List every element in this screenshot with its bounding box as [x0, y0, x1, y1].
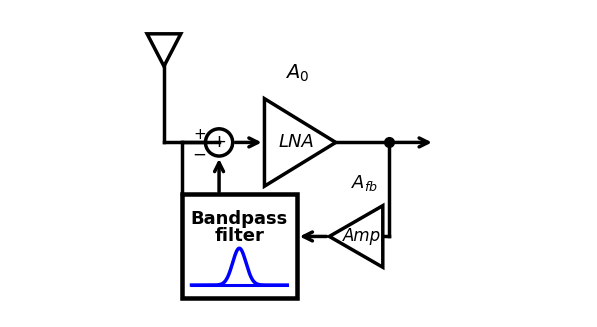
Text: $A_{fb}$: $A_{fb}$ — [350, 173, 378, 193]
Text: Amp.: Amp. — [343, 228, 386, 246]
Text: LNA: LNA — [279, 133, 315, 151]
Text: +: + — [211, 133, 227, 151]
Text: $A_0$: $A_0$ — [285, 63, 309, 84]
Text: −: − — [193, 146, 207, 164]
Text: Bandpass: Bandpass — [190, 210, 288, 228]
Bar — [181, 194, 297, 298]
Text: filter: filter — [214, 227, 264, 245]
Text: +: + — [193, 127, 206, 142]
